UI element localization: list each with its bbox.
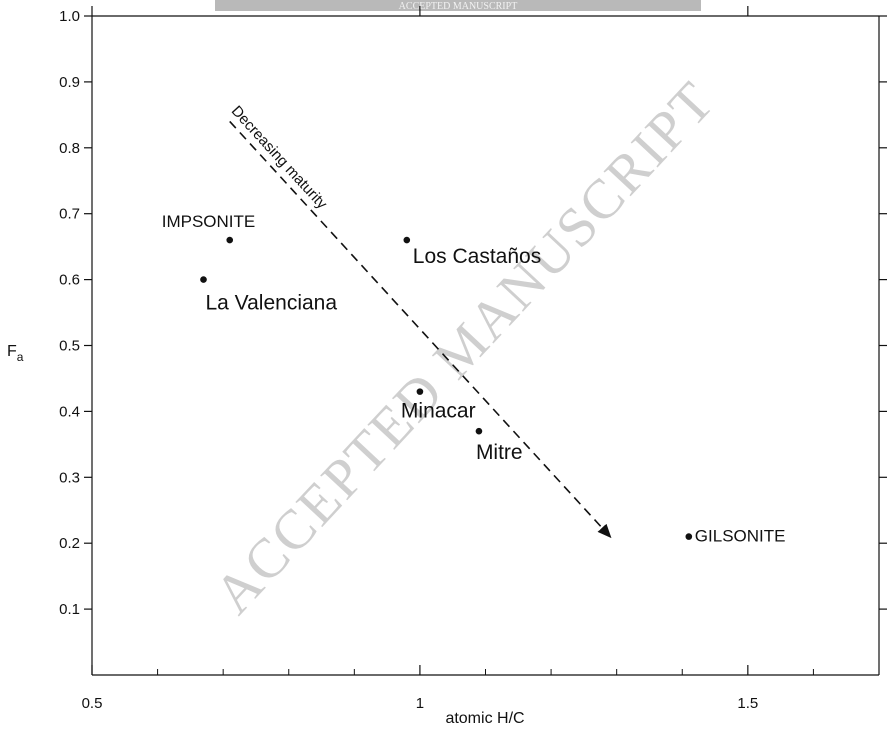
data-point-label: IMPSONITE [162, 212, 256, 231]
y-tick-label: 0.7 [59, 206, 80, 223]
y-tick-label: 0.4 [59, 403, 80, 420]
y-tick-label: 0.8 [59, 140, 80, 157]
y-axis-title-subscript: a [17, 350, 24, 364]
y-tick-label: 0.2 [59, 535, 80, 552]
data-point-label: GILSONITE [695, 527, 786, 546]
y-tick-label: 1.0 [59, 8, 80, 25]
data-point-label: Mitre [476, 441, 523, 464]
maturity-annotation-label: Decreasing maturity [228, 103, 331, 213]
y-axis-title-main: F [7, 343, 17, 360]
manuscript-banner-text: ACCEPTED MANUSCRIPT [399, 1, 518, 12]
data-point [685, 533, 693, 540]
data-point [226, 236, 234, 244]
x-tick-label: 1 [416, 695, 424, 712]
x-axis-title: atomic H/C [445, 710, 524, 727]
data-point-label: Minacar [401, 400, 476, 423]
data-point [475, 427, 483, 435]
x-tick-label: 0.5 [82, 695, 103, 712]
data-point [200, 276, 207, 283]
y-tick-label: 0.5 [59, 338, 80, 355]
y-tick-label: 0.6 [59, 272, 80, 289]
y-tick-label: 0.9 [59, 74, 80, 91]
data-point-label: Los Castaños [413, 245, 541, 268]
y-tick-label: 0.3 [59, 469, 80, 486]
y-tick-label: 0.1 [59, 601, 80, 618]
data-point [403, 236, 411, 244]
manuscript-banner [215, 0, 701, 11]
y-axis-title: Fa [7, 343, 24, 364]
maturity-arrow [229, 120, 612, 539]
x-tick-label: 1.5 [737, 695, 758, 712]
data-point-label: La Valenciana [205, 292, 337, 315]
data-point [416, 388, 424, 395]
